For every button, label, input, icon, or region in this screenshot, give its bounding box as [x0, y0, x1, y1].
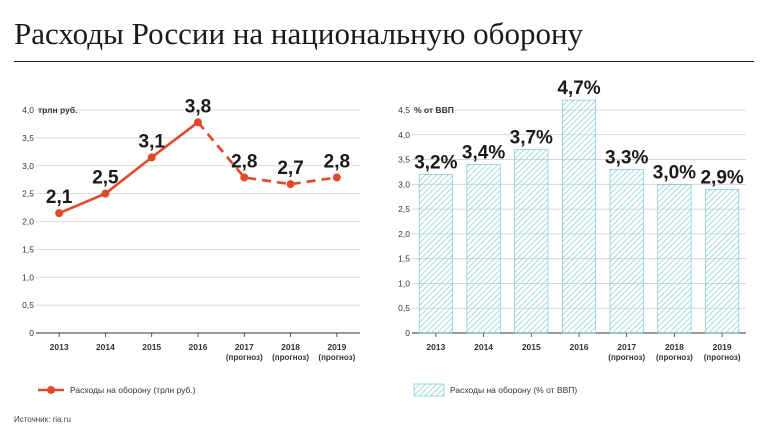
bar [514, 149, 549, 334]
line-data-label: 2,7 [277, 158, 303, 179]
line-point [194, 118, 202, 127]
line-chart-x-label: 2016 [189, 342, 208, 352]
bar-chart-x-label: 2017 [617, 342, 636, 352]
bar-chart-y-tick-label: 2,0 [398, 229, 410, 239]
line-chart-unit-label: трлн руб. [38, 105, 77, 115]
bar-chart-y-tick-label: 4,0 [398, 130, 410, 140]
line-chart-x-label: 2019 [327, 342, 346, 352]
line-chart-x-sublabel: (прогноз) [272, 353, 309, 362]
line-chart-y-tick-label: 3,5 [22, 133, 34, 143]
bar-chart: 0 0,5 1,0 1,5 2,0 2,5 3,0 3,5 4,0 4,5 % от ВВП 2013… [398, 78, 746, 362]
line-point [286, 180, 295, 189]
line-data-label: 3,8 [185, 96, 211, 117]
bar-chart-x-label: 2018 [665, 342, 684, 352]
line-series-forecast [197, 121, 338, 186]
line-point [240, 173, 249, 182]
line-chart-y-tick-label: 1,0 [22, 272, 34, 282]
bar [418, 174, 453, 334]
bar-chart-y-tick-label: 0 [405, 328, 410, 338]
line-series-actual [58, 121, 199, 215]
bar-chart-unit-label: % от ВВП [414, 105, 454, 115]
line-chart-x-sublabel: (прогноз) [226, 353, 263, 362]
bar-data-label: 2,9% [700, 167, 743, 188]
line-chart-y-tick-label: 2,0 [22, 217, 34, 227]
line-chart-x-sublabel: (прогноз) [318, 353, 355, 362]
bar-chart-y-tick-label: 1,5 [398, 254, 410, 264]
line-data-label: 2,1 [46, 187, 73, 208]
legend-line-marker [47, 386, 55, 394]
bar [466, 164, 501, 334]
line-chart-x-label: 2015 [142, 342, 161, 352]
line-chart-x-label: 2014 [96, 342, 115, 352]
bar-chart-y-tick-label: 3,0 [398, 179, 410, 189]
line-chart-y-tick-label: 0 [29, 328, 34, 338]
line-chart-y-tick-label: 1,5 [22, 244, 34, 254]
bar-chart-y-tick-label: 1,0 [398, 278, 410, 288]
bar-chart-x-label: 2019 [713, 342, 732, 352]
bar-data-label: 3,3% [605, 147, 648, 168]
bar-chart-x-label: 2015 [522, 342, 541, 352]
bar-chart-y-tick-label: 3,5 [398, 155, 410, 165]
line-chart: 0 0,5 1,0 1,5 2,0 2,5 3,0 3,5 4,0 трлн руб. 2013 20… [22, 96, 360, 362]
bar-chart-x-label: 2014 [474, 342, 493, 352]
bar-data-label: 3,2% [414, 152, 457, 173]
legend: Расходы на оборону (трлн руб.) Расходы на… [38, 383, 577, 397]
line-chart-x-label: 2017 [235, 342, 254, 352]
bar-chart-x-sublabel: (прогноз) [704, 353, 741, 362]
title-divider [14, 61, 754, 62]
line-point [332, 173, 341, 182]
source-note: Источник: ria.ru [14, 415, 71, 424]
legend-line-label: Расходы на оборону (трлн руб.) [70, 385, 196, 395]
legend-bar-swatch [413, 383, 445, 397]
bar-chart-y-tick-label: 0,5 [398, 303, 410, 313]
line-point [147, 153, 156, 162]
bar-chart-y-tick-label: 2,5 [398, 204, 410, 214]
line-data-label: 3,1 [139, 131, 166, 152]
bar [609, 169, 644, 334]
line-chart-y-tick-label: 0,5 [22, 300, 34, 310]
bar [705, 188, 740, 334]
bar-chart-y-tick-label: 4,5 [398, 105, 410, 115]
bar-chart-x-label: 2013 [426, 342, 445, 352]
bar-chart-x-sublabel: (прогноз) [656, 353, 693, 362]
legend-bar-label: Расходы на оборону (% от ВВП) [450, 385, 577, 395]
bar-data-label: 3,0% [653, 162, 696, 183]
bar-data-label: 3,4% [462, 143, 505, 164]
bar [657, 184, 692, 334]
bar [561, 99, 596, 334]
line-data-label: 2,8 [231, 151, 257, 172]
line-chart-x-label: 2018 [281, 342, 300, 352]
line-chart-y-tick-label: 4,0 [22, 105, 34, 115]
bar-data-label: 3,7% [510, 128, 553, 149]
bar-chart-x-label: 2016 [570, 342, 589, 352]
line-chart-y-tick-label: 3,0 [22, 161, 34, 171]
bar-data-label: 4,7% [557, 78, 600, 99]
line-point [101, 189, 110, 198]
line-point [55, 209, 64, 218]
line-data-label: 2,5 [92, 168, 119, 189]
line-chart-x-label: 2013 [50, 342, 69, 352]
page-title: Расходы России на национальную оборону [14, 16, 584, 51]
line-data-label: 2,8 [324, 151, 350, 172]
line-chart-y-tick-label: 2,5 [22, 189, 34, 199]
bar-chart-x-sublabel: (прогноз) [608, 353, 645, 362]
